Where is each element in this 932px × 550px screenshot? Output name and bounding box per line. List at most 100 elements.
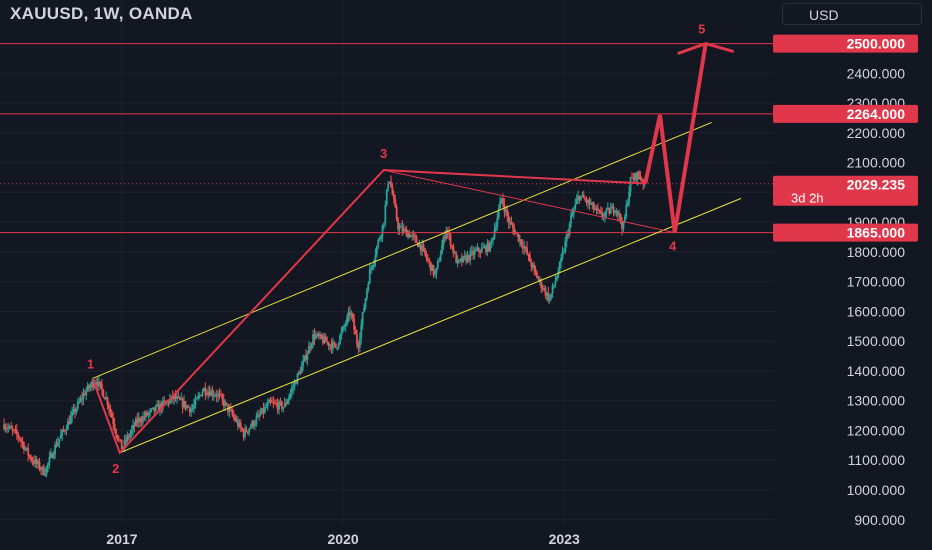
candle-body — [17, 434, 20, 438]
candle-body — [400, 226, 402, 228]
candle-body — [69, 416, 72, 425]
candle-body — [383, 223, 385, 225]
candle-body — [606, 208, 609, 210]
candle-body — [286, 400, 289, 404]
candle-body — [374, 254, 377, 262]
candle-body — [412, 234, 415, 236]
candle-body — [235, 420, 238, 422]
candle-body — [65, 429, 68, 431]
candle-body — [370, 267, 373, 270]
candle-body — [601, 212, 604, 217]
candle-body — [176, 396, 178, 400]
candle-body — [558, 262, 561, 272]
candle-body — [263, 407, 266, 413]
candle-body — [339, 335, 341, 344]
candle-body — [266, 402, 269, 408]
candle-body — [57, 442, 59, 447]
candle-body — [415, 237, 418, 243]
candle-body — [20, 439, 22, 442]
candle-body — [628, 191, 631, 204]
candle-body — [424, 248, 426, 255]
candle-body — [231, 409, 234, 415]
candle-body — [468, 255, 470, 261]
candle-body — [599, 210, 602, 213]
candle-body — [521, 244, 524, 249]
candle-body — [134, 418, 137, 427]
candle-body — [41, 466, 44, 470]
candle-body — [316, 333, 319, 336]
price-tick-label: 1700.000 — [847, 274, 906, 290]
candle-body — [500, 198, 503, 201]
candle-body — [640, 179, 643, 181]
candle-body — [395, 206, 398, 220]
candle-body — [85, 390, 88, 395]
candle-body — [289, 392, 292, 397]
candle-body — [547, 292, 550, 301]
candle-body — [312, 334, 314, 345]
candle-body — [102, 389, 105, 398]
candle-body — [74, 408, 76, 413]
candle-body — [506, 209, 509, 217]
candle-body — [119, 439, 122, 441]
level-badge-label: 2500.000 — [847, 36, 906, 52]
candle-body — [4, 428, 7, 430]
candle-body — [513, 228, 516, 234]
currency-selector[interactable]: USD — [782, 3, 922, 25]
candle-body — [477, 247, 480, 252]
candle-body — [422, 245, 425, 249]
candle-body — [608, 208, 611, 214]
candle-body — [462, 255, 465, 263]
time-tick-label: 2023 — [549, 531, 580, 547]
candle-body — [259, 413, 262, 415]
candle-body — [436, 261, 439, 268]
candle-body — [31, 460, 34, 462]
candle-body — [554, 280, 557, 285]
candle-body — [448, 232, 451, 235]
candle-body — [276, 403, 279, 410]
candle-body — [356, 334, 358, 345]
candle-body — [254, 423, 256, 427]
candle-body — [417, 242, 419, 247]
candle-body — [540, 279, 543, 288]
candle-body — [632, 177, 635, 180]
candle-body — [567, 234, 570, 236]
candle-body — [341, 326, 344, 332]
candle-body — [633, 173, 636, 180]
candle-body — [346, 316, 348, 324]
candle-body — [211, 390, 214, 396]
candle-body — [486, 242, 489, 253]
candle-body — [282, 407, 285, 409]
candle-body — [183, 401, 185, 408]
price-tick-label: 1200.000 — [847, 422, 906, 438]
candle-body — [452, 246, 455, 254]
candle-body — [614, 212, 616, 214]
candle-body — [496, 217, 499, 227]
candle-body — [322, 338, 324, 344]
candle-body — [581, 194, 584, 197]
candle-body — [262, 408, 265, 413]
candle-body — [514, 232, 517, 234]
candle-body — [110, 412, 113, 418]
candle-body — [147, 413, 150, 416]
symbol-title[interactable]: XAUUSD, 1W, OANDA — [10, 4, 193, 23]
candle-body — [378, 238, 381, 240]
candle-body — [290, 388, 293, 393]
candle-body — [125, 439, 127, 442]
candle-body — [499, 200, 502, 209]
candle-body — [38, 461, 41, 470]
candle-body — [476, 247, 479, 250]
candle-body — [536, 272, 538, 279]
candle-body — [149, 410, 151, 414]
candle-body — [526, 247, 528, 255]
candle-body — [337, 343, 340, 348]
candle-body — [475, 249, 477, 251]
candle-body — [75, 408, 78, 413]
candle-body — [244, 428, 246, 437]
candle-body — [100, 383, 103, 390]
candle-body — [585, 199, 588, 203]
candle-body — [443, 236, 446, 239]
candle-body — [37, 461, 39, 464]
candle-body — [563, 251, 565, 253]
candle-body — [419, 244, 422, 251]
